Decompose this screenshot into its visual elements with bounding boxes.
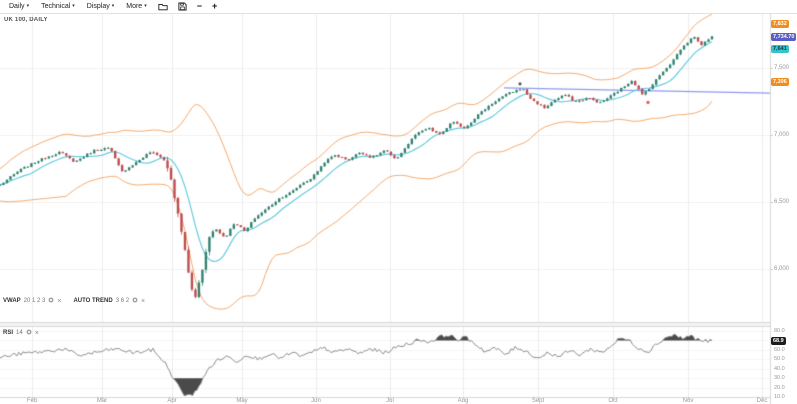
rsi-axis-label: 30.0: [774, 375, 785, 382]
price-axis-label: 6,500: [774, 198, 790, 205]
caret-down-icon: ▾: [26, 3, 30, 9]
rsi-value-badge: 68.9: [771, 337, 786, 346]
rsi-settings-gear-icon[interactable]: [25, 329, 32, 337]
menu-technical[interactable]: Technical ▾: [35, 0, 81, 13]
indicator-legend-row: VWAP 20 1 2 3 × AUTO TREND 3 6 2 ×: [3, 297, 145, 305]
open-chart-button[interactable]: [153, 0, 173, 13]
rsi-axis-label: 50.0: [774, 356, 785, 363]
rsi-axis-label: 10.0: [774, 394, 785, 400]
symbol-label: UK 100, DAILY: [4, 17, 48, 23]
month-label-oct: Oct: [608, 398, 618, 404]
vwap-remove-icon[interactable]: ×: [57, 297, 62, 305]
rsi-axis-label: 40.0: [774, 365, 785, 372]
vwap-legend-params: 20 1 2 3: [23, 298, 46, 304]
vwap-legend-label: VWAP: [3, 298, 21, 304]
auto-trend-settings-gear-icon[interactable]: [132, 297, 139, 305]
chart-toolbar: Daily ▾ Technical ▾ Display ▾ More ▾ − +: [0, 0, 797, 14]
auto-trend-legend-label: AUTO TREND: [73, 298, 113, 304]
rsi-legend-row: RSI 14 ×: [3, 329, 39, 337]
zoom-out-button[interactable]: −: [192, 0, 207, 13]
month-label-apr: Apr: [167, 398, 177, 404]
month-label-feb: Feb: [26, 398, 38, 404]
caret-down-icon: ▾: [111, 3, 115, 9]
save-chart-icon: [178, 0, 187, 16]
month-label-may: May: [236, 398, 248, 404]
month-label-aug: Aug: [457, 398, 469, 404]
bollinger-upper-badge: 7,832: [771, 19, 789, 28]
zoom-in-button[interactable]: +: [207, 0, 222, 13]
menu-label: Display: [86, 3, 110, 10]
menu-label: Daily: [9, 3, 25, 10]
rsi-axis-label: 20.0: [774, 384, 785, 391]
caret-down-icon: ▾: [144, 3, 147, 9]
vwap-settings-gear-icon[interactable]: [48, 297, 55, 305]
zoom-in-icon: +: [211, 1, 218, 11]
menu-label: More: [126, 3, 143, 10]
menu-more[interactable]: More ▾: [120, 0, 152, 13]
month-label-jun: Jun: [311, 398, 321, 404]
open-chart-icon: [158, 0, 168, 16]
month-label-sept: Sept: [531, 398, 545, 404]
month-label-mar: Mar: [96, 398, 108, 404]
last-price-badge: 7,734.70: [771, 32, 797, 41]
menu-display[interactable]: Display ▾: [81, 0, 120, 13]
rsi-axis-label: 80.0: [774, 328, 785, 334]
auto-trend-legend-params: 3 6 2: [115, 298, 130, 304]
rsi-axis-label: 60.0: [774, 346, 785, 353]
rsi-remove-icon[interactable]: ×: [34, 329, 39, 337]
rsi-legend-label: RSI: [3, 330, 14, 336]
auto-trend-remove-icon[interactable]: ×: [141, 297, 146, 305]
price-axis-label: 6,000: [774, 265, 790, 272]
menu-label: Technical: [41, 3, 71, 10]
month-label-jul: Jul: [386, 398, 394, 404]
save-chart-button[interactable]: [173, 0, 192, 13]
month-label-nov: Nov: [682, 398, 694, 404]
caret-down-icon: ▾: [72, 3, 75, 9]
rsi-legend-params: 14: [16, 330, 23, 336]
bollinger-lower-badge: 7,396: [771, 77, 789, 86]
time-axis[interactable]: Feb Mar Apr May Jun Jul Aug Sept Oct Nov Dec: [0, 397, 770, 404]
price-axis-label: 7,500: [774, 64, 790, 71]
price-axis-label: 7,000: [774, 131, 790, 138]
vwap-value-badge: 7,641: [771, 45, 789, 54]
menu-daily[interactable]: Daily ▾: [3, 0, 35, 13]
month-label-dec: Dec: [756, 398, 768, 404]
zoom-out-icon: −: [196, 1, 202, 11]
